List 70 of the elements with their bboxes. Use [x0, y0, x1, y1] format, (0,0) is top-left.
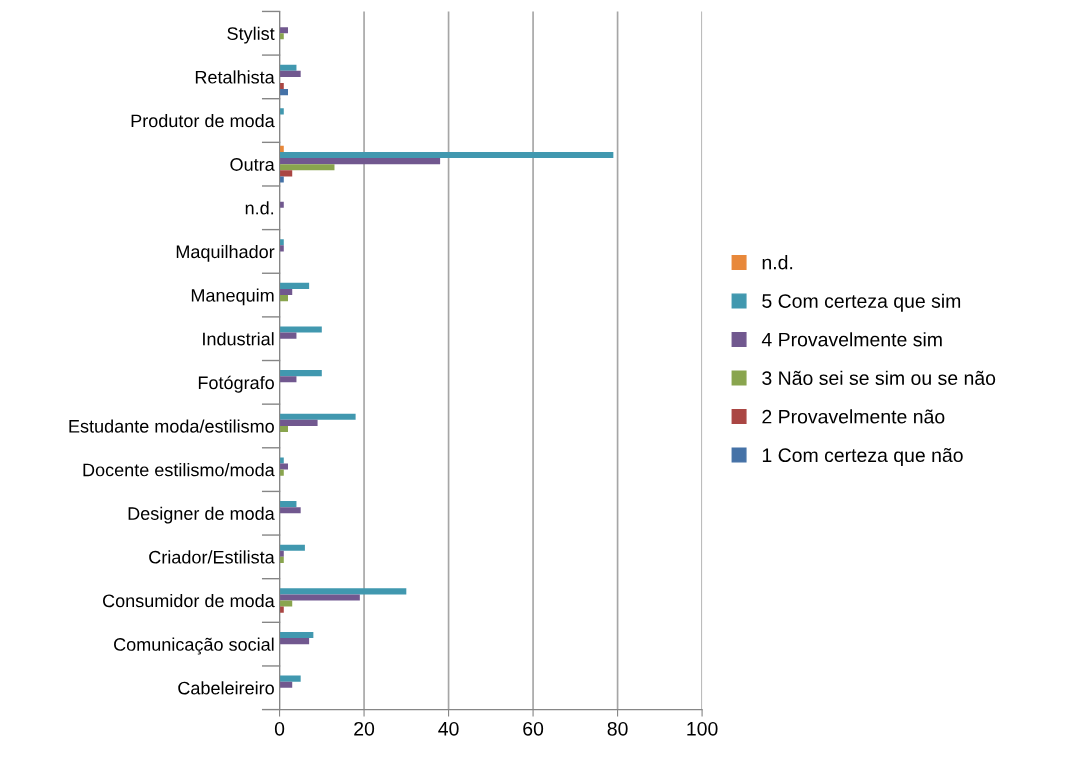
- y-tick-label: Comunicação social: [114, 637, 274, 655]
- bar: [279, 64, 297, 71]
- bar: [279, 425, 288, 433]
- bar: [279, 681, 293, 688]
- bar: [279, 544, 305, 551]
- bar: [279, 550, 284, 557]
- x-tick-label: 100: [687, 721, 718, 736]
- bar: [279, 145, 284, 152]
- bar: [279, 83, 284, 90]
- bar: [279, 556, 284, 563]
- y-tick-label: Docente estilismo/moda: [83, 463, 275, 477]
- bar: [279, 70, 301, 77]
- bar: [279, 108, 284, 115]
- y-tick-label: Outra: [230, 158, 275, 171]
- x-tick-label: 0: [274, 721, 285, 736]
- legend-label: 3 Não sei se sim ou se não: [762, 370, 996, 386]
- bar: [279, 413, 356, 420]
- bar: [279, 631, 314, 639]
- bar: [279, 638, 310, 645]
- x-tick-label: 80: [607, 721, 628, 736]
- bar: [279, 89, 288, 96]
- y-tick-label: Consumidor de moda: [103, 593, 275, 608]
- bar: [279, 151, 614, 159]
- bar: [279, 600, 293, 607]
- legend-label: n.d.: [762, 255, 793, 270]
- y-tick-label: Maquilhador: [176, 244, 275, 262]
- bar: [279, 27, 288, 34]
- bar: [279, 176, 284, 183]
- x-tick-label: 20: [354, 721, 375, 736]
- y-tick-label: Produtor de moda: [131, 113, 275, 128]
- bar: [279, 164, 335, 171]
- bar: [279, 370, 322, 377]
- bar: [279, 33, 284, 40]
- y-tick-label: Estudante moda/estilismo: [69, 419, 274, 433]
- bar: [279, 239, 284, 246]
- bar: [279, 282, 310, 289]
- legend-label: 4 Provavelmente sim: [761, 332, 942, 347]
- bar: [279, 594, 360, 601]
- bar: [279, 158, 441, 165]
- y-tick-label: Retalhista: [195, 70, 275, 84]
- bar: [279, 588, 407, 595]
- bar: [279, 376, 297, 383]
- legend-label: 2 Provavelmente não: [762, 409, 945, 424]
- y-tick-label: Cabeleireiro: [178, 681, 274, 695]
- bar: [279, 201, 284, 208]
- x-tick-label: 40: [438, 721, 459, 736]
- bar: [279, 469, 284, 476]
- bar: [279, 326, 322, 333]
- bar: [279, 501, 297, 508]
- legend-label: 5 Com certeza que sim: [762, 293, 961, 312]
- y-tick-label: Designer de moda: [128, 506, 275, 524]
- bar: [279, 463, 288, 470]
- bar: [279, 457, 284, 464]
- y-tick-label: n.d.: [245, 201, 274, 215]
- y-tick-label: Fotógrafo: [198, 375, 274, 393]
- bar: [279, 295, 288, 302]
- bar: [279, 288, 293, 296]
- bar: [279, 170, 293, 177]
- bar: [279, 419, 318, 426]
- bar: [279, 332, 297, 339]
- y-tick-label: Industrial: [203, 332, 274, 346]
- bar: [279, 675, 301, 682]
- bar: [279, 245, 284, 252]
- x-tick-label: 60: [523, 721, 544, 736]
- legend-label: 1 Com certeza que não: [762, 447, 963, 466]
- bar: [279, 606, 284, 613]
- y-tick-label: Manequim: [191, 288, 274, 306]
- y-tick-label: Stylist: [227, 26, 275, 44]
- y-tick-label: Criador/Estilista: [149, 550, 275, 564]
- bar: [279, 507, 301, 514]
